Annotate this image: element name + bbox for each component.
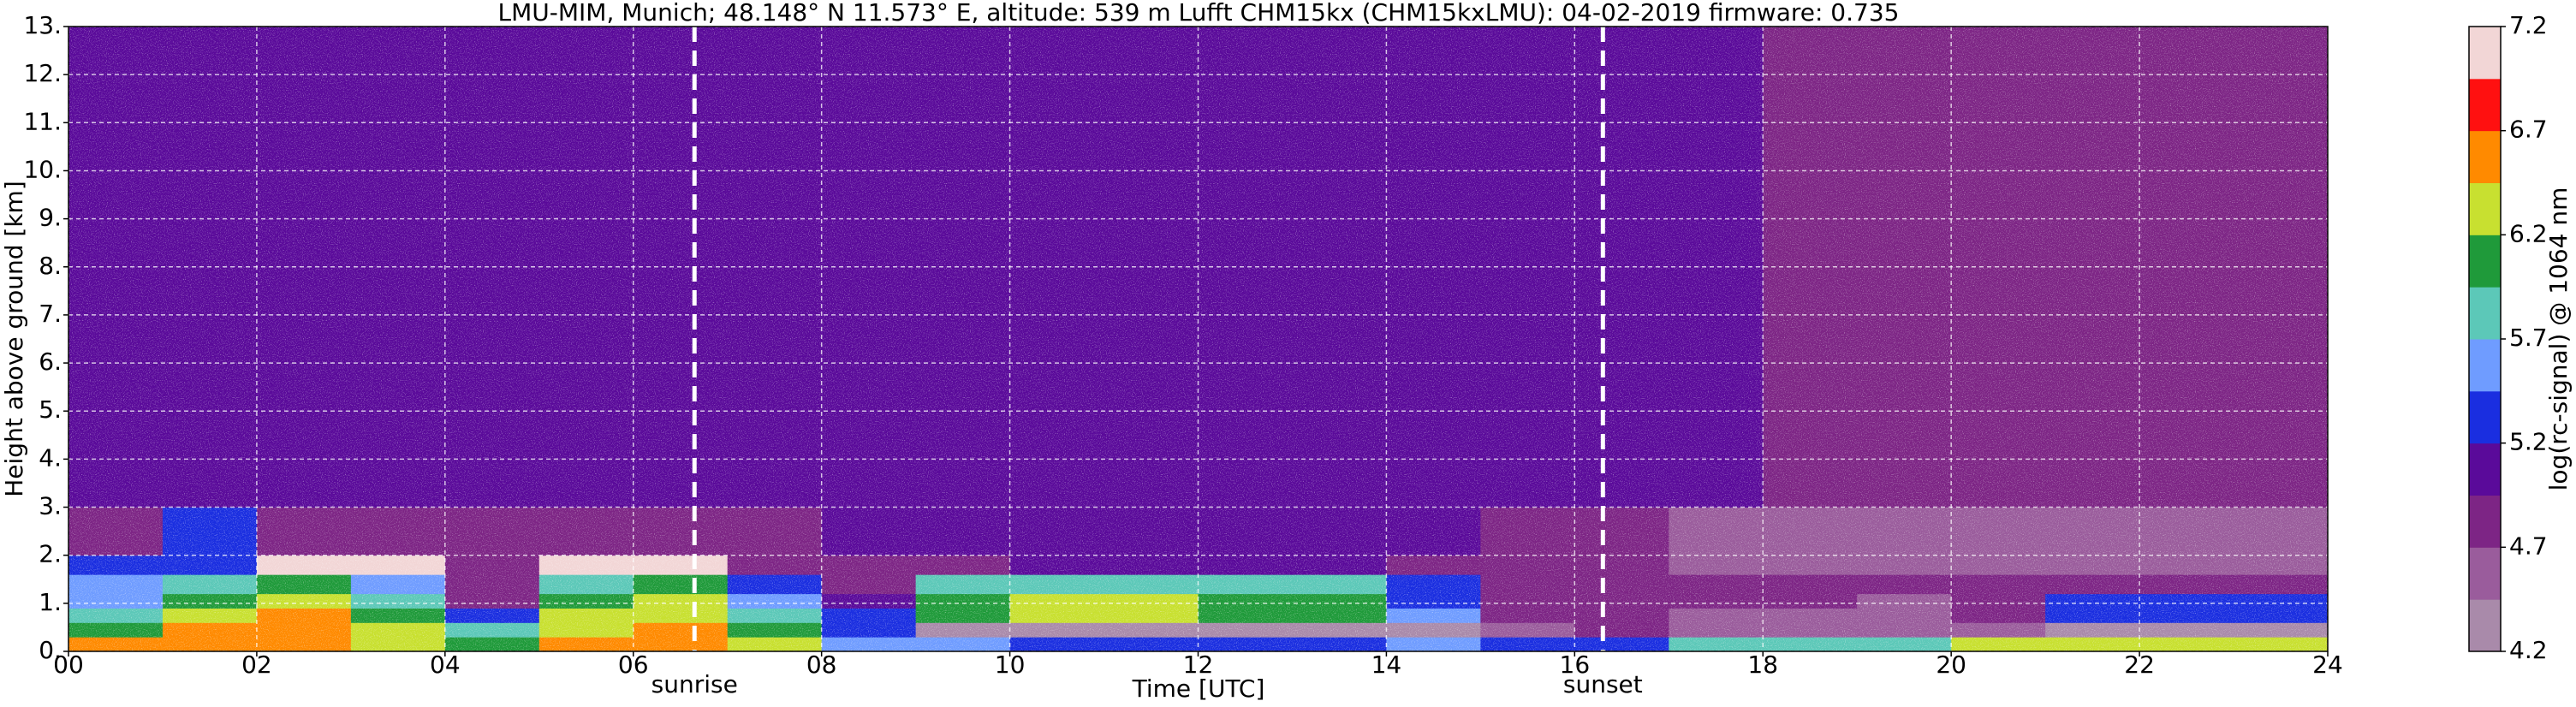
colorbar-band — [2469, 235, 2501, 288]
colorbar-tick-label: 6.7 — [2509, 116, 2548, 144]
colorbar-band — [2469, 547, 2501, 600]
colorbar-band — [2469, 78, 2501, 132]
chart-title: LMU-MIM, Munich; 48.148° N 11.573° E, al… — [498, 0, 1900, 27]
y-tick-label: 7. — [39, 300, 62, 328]
y-tick-label: 0. — [39, 636, 62, 664]
annotation-label: sunset — [1563, 670, 1643, 698]
y-tick-label: 13. — [23, 11, 62, 39]
y-tick-label: 5. — [39, 395, 62, 424]
y-tick-label: 6. — [39, 348, 62, 376]
colorbar-tick-label: 4.2 — [2509, 636, 2548, 664]
y-tick-label: 10. — [23, 155, 62, 183]
colorbar-tick-label: 4.7 — [2509, 532, 2548, 560]
y-tick-label: 1. — [39, 588, 62, 616]
plot-frame — [68, 26, 2329, 652]
y-tick-label: 4. — [39, 443, 62, 472]
annotation-label: sunrise — [651, 670, 738, 698]
colorbar-band — [2469, 130, 2501, 183]
y-tick-label: 2. — [39, 540, 62, 568]
y-tick-label: 9. — [39, 204, 62, 232]
x-axis-label: Time [UTC] — [1132, 674, 1265, 703]
y-tick-label: 3. — [39, 492, 62, 520]
y-axis-label: Height above ground [km] — [0, 181, 28, 497]
colorbar-band — [2469, 599, 2501, 652]
colorbar-label: log(rc-signal) @ 1064 nm — [2544, 187, 2573, 491]
colorbar-band — [2469, 287, 2501, 340]
colorbar-band — [2469, 495, 2501, 548]
colorbar-band — [2469, 182, 2501, 235]
colorbar-band — [2469, 443, 2501, 496]
colorbar-band — [2469, 339, 2501, 392]
y-tick-label: 12. — [23, 59, 62, 87]
colorbar-tick-label: 7.2 — [2509, 11, 2548, 39]
colorbar-tick-label: 6.2 — [2509, 219, 2548, 247]
colorbar-tick-label: 5.7 — [2509, 324, 2548, 352]
y-tick-label: 8. — [39, 252, 62, 280]
colorbar-band — [2469, 390, 2501, 444]
y-tick-label: 11. — [23, 107, 62, 135]
colorbar-band — [2469, 27, 2501, 80]
colorbar-tick-label: 5.2 — [2509, 428, 2548, 456]
